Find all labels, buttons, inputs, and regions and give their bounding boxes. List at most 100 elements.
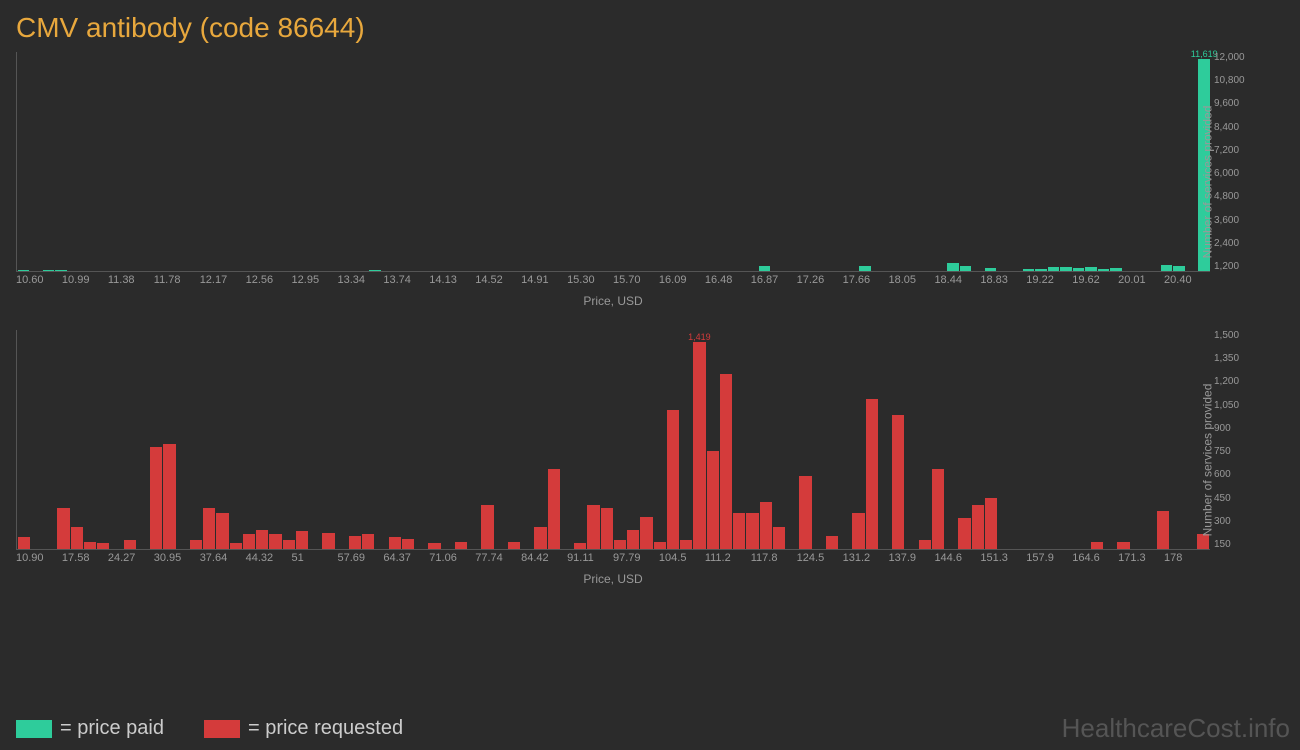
y-tick: 1,200: [1214, 261, 1250, 272]
bar: 1,419: [693, 342, 705, 549]
x-tick: 20.40: [1164, 274, 1210, 290]
bar: [627, 530, 639, 549]
bar: [614, 540, 626, 549]
x-tick: 13.74: [383, 274, 429, 290]
legend-paid: = price paid: [16, 717, 164, 740]
y-tick: 150: [1214, 539, 1250, 550]
y-tick: 300: [1214, 516, 1250, 527]
y-tick: 750: [1214, 446, 1250, 457]
bar: [733, 513, 745, 549]
y-tick: 1,200: [1214, 376, 1250, 387]
x-tick: 57.69: [337, 552, 383, 568]
x-tick: 151.3: [980, 552, 1026, 568]
bar: [71, 527, 83, 549]
bar: [508, 542, 520, 549]
y-tick: 600: [1214, 469, 1250, 480]
y-tick: 900: [1214, 423, 1250, 434]
bar: [985, 498, 997, 549]
bar: [759, 266, 771, 271]
x-tick: 178: [1164, 552, 1210, 568]
bar: [190, 540, 202, 549]
x-tick: 91.11: [567, 552, 613, 568]
bar: [1157, 511, 1169, 549]
x-axis-label-top: Price, USD: [16, 294, 1210, 308]
bar: [296, 531, 308, 549]
y-tick: 8,400: [1214, 122, 1250, 133]
bar: [534, 527, 546, 549]
bar: [640, 517, 652, 549]
y-tick: 10,800: [1214, 75, 1250, 86]
bar: [256, 530, 268, 549]
x-tick: 14.91: [521, 274, 567, 290]
x-tick: 18.44: [934, 274, 980, 290]
x-tick: 124.5: [797, 552, 843, 568]
x-tick: 11.78: [154, 274, 200, 290]
y-tick: 4,800: [1214, 191, 1250, 202]
x-tick: 10.99: [62, 274, 108, 290]
x-tick: 12.95: [292, 274, 338, 290]
y-axis-label-bottom: Number of services provided: [1201, 384, 1215, 537]
bar: [852, 513, 864, 549]
bar: [1023, 269, 1035, 271]
x-tick: 12.56: [246, 274, 292, 290]
bar: [654, 542, 666, 549]
bar: [97, 543, 109, 549]
bar: [958, 518, 970, 549]
bar: [680, 540, 692, 549]
bar: [760, 502, 772, 549]
bar: [18, 270, 30, 271]
x-tick: 16.48: [705, 274, 751, 290]
bar: [587, 505, 599, 549]
bar: [124, 540, 136, 549]
y-tick: 2,400: [1214, 238, 1250, 249]
bar: [1110, 268, 1122, 271]
bar: [428, 543, 440, 549]
bar: [322, 533, 334, 549]
y-axis-label-top: Number of services provided: [1201, 106, 1215, 259]
legend-paid-label: = price paid: [60, 717, 164, 740]
x-tick: 30.95: [154, 552, 200, 568]
x-tick: 84.42: [521, 552, 567, 568]
x-tick: 18.83: [980, 274, 1026, 290]
bar: [707, 451, 719, 549]
bar: [1098, 269, 1110, 271]
bar: [773, 527, 785, 549]
bar: [1085, 267, 1097, 271]
x-tick: 44.32: [246, 552, 292, 568]
bar: [1060, 267, 1072, 271]
bar: [349, 536, 361, 549]
x-tick: 77.74: [475, 552, 521, 568]
x-tick: 37.64: [200, 552, 246, 568]
x-tick: 117.8: [751, 552, 797, 568]
x-tick: 12.17: [200, 274, 246, 290]
x-tick: 20.01: [1118, 274, 1164, 290]
x-tick: 171.3: [1118, 552, 1164, 568]
legend: = price paid = price requested: [16, 717, 403, 740]
bar: [389, 537, 401, 549]
bar: [43, 270, 55, 271]
bar: [1035, 269, 1047, 271]
bar: [1173, 266, 1185, 271]
bar: [866, 399, 878, 549]
bar: [163, 444, 175, 549]
x-tick: 16.87: [751, 274, 797, 290]
bar: [1117, 542, 1129, 549]
x-tick: 18.05: [889, 274, 935, 290]
y-tick: 9,600: [1214, 98, 1250, 109]
x-tick: 144.6: [934, 552, 980, 568]
y-tick: 1,350: [1214, 353, 1250, 364]
x-tick: 17.58: [62, 552, 108, 568]
legend-requested: = price requested: [204, 717, 403, 740]
bar: [1161, 265, 1173, 271]
x-tick: 104.5: [659, 552, 705, 568]
bar: [243, 534, 255, 549]
x-tick: 11.38: [108, 274, 154, 290]
bar: [932, 469, 944, 549]
x-tick: 10.90: [16, 552, 62, 568]
x-axis-label-bottom: Price, USD: [16, 572, 1210, 586]
x-tick: 137.9: [889, 552, 935, 568]
bar: [230, 543, 242, 549]
bar: [203, 508, 215, 549]
bar: [972, 505, 984, 549]
x-tick: 17.66: [843, 274, 889, 290]
